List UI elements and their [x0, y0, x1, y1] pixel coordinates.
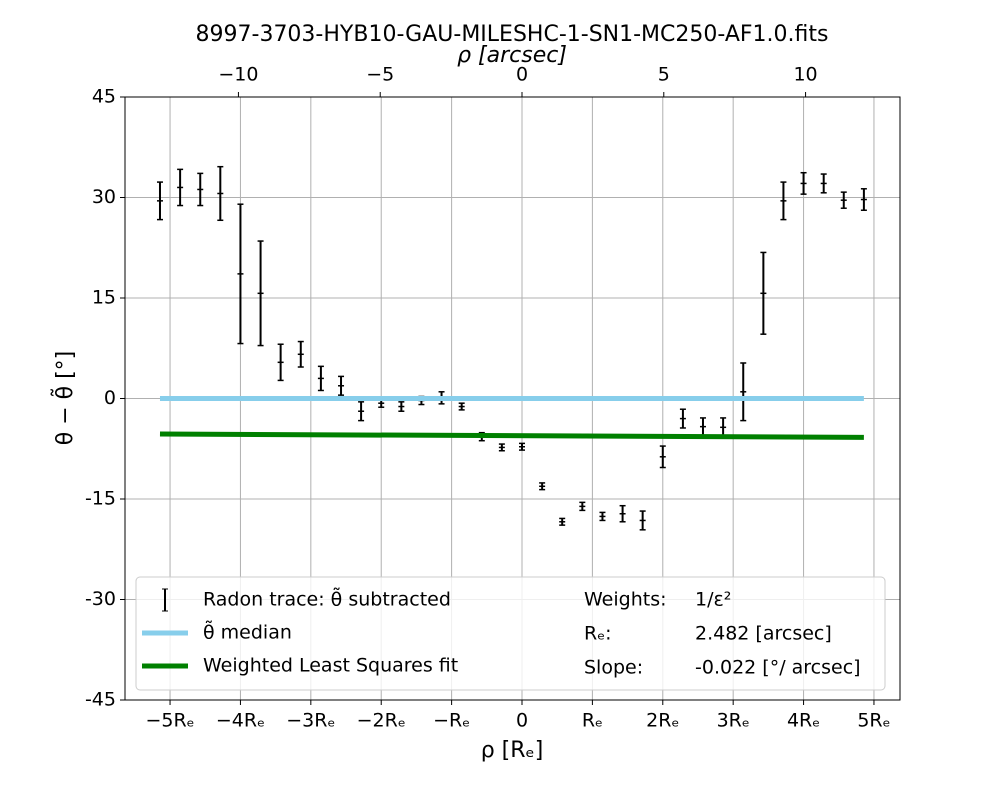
y-tick-label: -30: [85, 588, 116, 610]
x-tick-label: −2Rₑ: [357, 710, 406, 732]
x2-tick-label: −10: [218, 64, 258, 86]
error-point: [860, 188, 867, 211]
x-axis-label: ρ [Rₑ]: [481, 738, 544, 763]
x2-tick-label: 10: [793, 64, 817, 86]
error-point: [177, 168, 184, 207]
plot-frame: [124, 96, 901, 701]
annotation-value: -0.022 [°/ arcsec]: [695, 657, 861, 679]
x2-axis-label: ρ [arcsec]: [457, 43, 567, 68]
error-point: [277, 343, 284, 382]
error-point: [458, 402, 465, 411]
legend-label: Radon trace: θ̃ subtracted: [203, 585, 451, 610]
x-tick-label: 4Rₑ: [787, 710, 820, 732]
error-point: [679, 408, 686, 429]
error-point: [358, 401, 365, 422]
error-point: [539, 482, 546, 491]
error-point: [639, 510, 646, 531]
error-point: [217, 165, 224, 222]
x2-tick-label: −5: [366, 64, 394, 86]
y-axis-label: θ − θ̃ [°]: [50, 351, 78, 446]
error-point: [599, 511, 606, 522]
x2-tick-label: 0: [516, 64, 528, 86]
y-tick-label: 30: [92, 186, 116, 208]
annotation-key: Weights:: [584, 589, 667, 611]
legend-label: Weighted Least Squares fit: [203, 655, 458, 677]
x2-tick-label: 5: [658, 64, 670, 86]
y-tick-label: 45: [92, 86, 116, 108]
x-tick-label: Rₑ: [582, 710, 603, 732]
y-tick-label: -15: [85, 488, 116, 510]
annotation-value: 1/ε²: [695, 589, 731, 611]
plot: [156, 165, 867, 531]
x-tick-label: 3Rₑ: [717, 710, 750, 732]
x-tick-label: 2Rₑ: [646, 710, 679, 732]
error-point: [257, 240, 264, 347]
error-point: [559, 517, 566, 526]
x-tick-label: 0: [516, 710, 528, 732]
error-point: [760, 251, 767, 335]
error-point: [297, 340, 304, 368]
chart-title: 8997-3703-HYB10-GAU-MILESHC-1-SN1-MC250-…: [196, 22, 829, 47]
y-tick-label: 0: [104, 387, 116, 409]
legend-box: [135, 576, 886, 691]
error-point: [579, 501, 586, 512]
error-point: [619, 504, 626, 523]
x-tick-label: −5Rₑ: [145, 710, 194, 732]
error-point: [659, 445, 666, 469]
legend-label: θ̃ median: [203, 618, 292, 643]
line: [159, 431, 864, 440]
x-tick-label: −4Rₑ: [216, 710, 265, 732]
error-point: [780, 181, 787, 221]
error-point: [800, 171, 807, 195]
error-point: [156, 181, 163, 221]
error-point: [519, 442, 526, 451]
x-tick-label: −Rₑ: [433, 710, 470, 732]
error-point: [498, 443, 505, 452]
error-point: [740, 362, 747, 422]
x-tick-label: 5Rₑ: [857, 710, 890, 732]
error-point: [820, 173, 827, 194]
x-tick-label: −3Rₑ: [286, 710, 335, 732]
error-point: [237, 203, 244, 345]
y-tick-label: 15: [92, 287, 116, 309]
annotation-value: 2.482 [arcsec]: [695, 623, 832, 645]
error-point: [338, 375, 345, 396]
y-tick-label: -45: [85, 689, 116, 711]
legend: Radon trace: θ̃ subtracted θ̃ median Weigh…: [135, 576, 886, 691]
error-point: [398, 401, 405, 412]
annotation-key: Slope:: [584, 657, 643, 679]
error-point: [317, 365, 324, 392]
error-point: [840, 191, 847, 209]
error-point: [197, 172, 204, 207]
annotation-key: Rₑ:: [584, 623, 612, 645]
